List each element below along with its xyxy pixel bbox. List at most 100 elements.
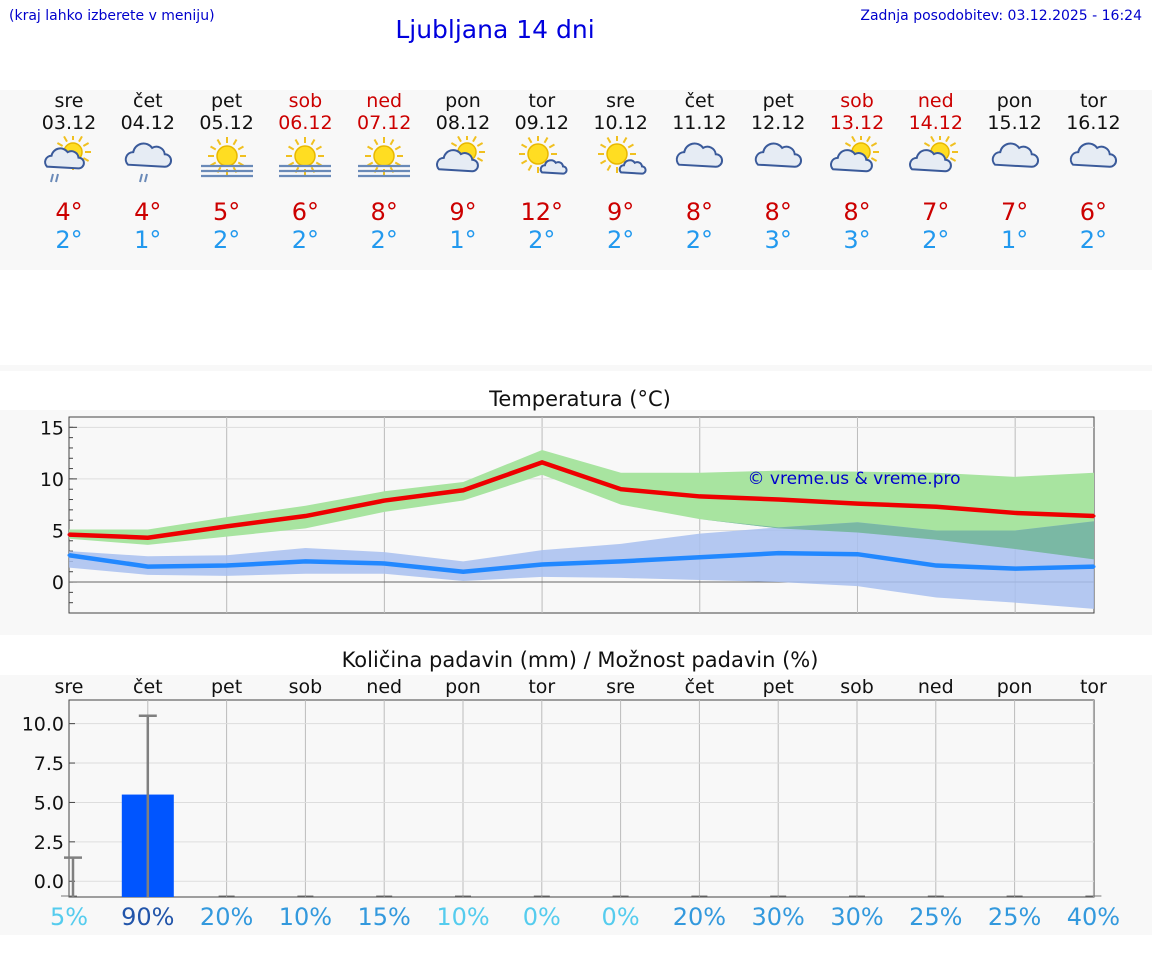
min-point xyxy=(1092,565,1096,569)
min-point xyxy=(67,553,71,557)
day-column: tor 16.12 6° 2° xyxy=(1054,90,1133,254)
day-name: pon xyxy=(996,90,1033,112)
location-hint: (kraj lahko izberete v meniju) xyxy=(9,8,215,24)
precipitation-probability: 5% xyxy=(49,903,89,931)
day-date: 04.12 xyxy=(120,112,175,134)
cloud-icon xyxy=(1054,136,1133,192)
max-temperature-line xyxy=(68,460,1095,540)
max-point xyxy=(540,460,544,464)
day-column: pet 12.12 8° 3° xyxy=(739,90,818,254)
precipitation-probability: 10% xyxy=(278,903,333,931)
category-label: čet xyxy=(133,676,163,698)
max-temperature: 9° xyxy=(606,198,635,226)
precipitation-chart: sre čet pet sob ned pon tor sre čet pet sob ned pon t… xyxy=(22,676,1107,898)
min-temperature: 2° xyxy=(685,226,714,254)
y-tick-label: 0 xyxy=(52,572,64,594)
max-temperature: 12° xyxy=(520,198,564,226)
day-column: sre 10.12 9° 2° xyxy=(581,90,660,254)
max-point xyxy=(67,533,71,537)
day-column: sob 13.12 8° 3° xyxy=(818,90,897,254)
y-tick-label: 7.5 xyxy=(34,753,64,775)
min-temperature: 2° xyxy=(55,226,83,254)
cloud-rain-icon xyxy=(108,136,187,192)
sun-cloud-icon xyxy=(818,136,897,192)
max-temperature: 4° xyxy=(134,198,162,226)
daily-forecast: sre 03.12 4° 2° čet 04.12 4° 1° pet 05.12 5° 2° sob 0… xyxy=(0,90,1152,270)
min-temperature: 2° xyxy=(606,226,635,254)
max-temperature: 5° xyxy=(212,198,241,226)
max-point xyxy=(304,514,308,518)
min-point xyxy=(540,563,544,567)
day-name: čet xyxy=(684,90,715,112)
sun-fog-icon xyxy=(266,136,345,192)
max-temperature: 8° xyxy=(685,198,714,226)
min-point xyxy=(461,570,465,574)
category-label: sre xyxy=(55,676,84,698)
day-name: sob xyxy=(840,90,874,112)
max-temperature: 8° xyxy=(843,198,871,226)
max-uncertainty-band xyxy=(69,450,1094,560)
max-temperature: 4° xyxy=(55,198,83,226)
max-temperature: 7° xyxy=(1000,198,1029,226)
precipitation-probability: 30% xyxy=(830,903,884,931)
category-label: sob xyxy=(840,676,874,698)
cloud-icon xyxy=(975,136,1054,192)
sun-small-cloud-icon xyxy=(502,136,581,192)
y-tick-label: 10 xyxy=(40,469,64,491)
separator-band xyxy=(0,365,1152,371)
precipitation-probability: 15% xyxy=(357,903,411,931)
page-title: Ljubljana 14 dni xyxy=(395,15,595,44)
max-temperature: 6° xyxy=(291,198,320,226)
day-column: pon 15.12 7° 1° xyxy=(975,90,1054,254)
forecast-band xyxy=(0,90,1152,270)
day-date: 03.12 xyxy=(41,112,97,134)
day-date: 08.12 xyxy=(435,112,491,134)
day-date: 06.12 xyxy=(278,112,333,134)
min-temperature: 2° xyxy=(1079,226,1108,254)
y-tick-label: 5.0 xyxy=(34,792,64,814)
last-updated: Zadnja posodobitev: 03.12.2025 - 16:24 xyxy=(860,8,1142,24)
temperature-chart: 0 5 10 15 © vreme.us & vreme.pro xyxy=(40,416,1096,614)
day-date: 10.12 xyxy=(593,112,648,134)
max-temperature: 8° xyxy=(764,198,792,226)
sun-cloud-icon xyxy=(424,136,503,192)
day-column: čet 04.12 4° 1° xyxy=(108,90,187,254)
day-column: ned 07.12 8° 2° xyxy=(345,90,424,254)
category-label: pet xyxy=(211,676,242,698)
day-date: 14.12 xyxy=(908,112,963,134)
precipitation-probability: 90% xyxy=(121,903,175,931)
day-column: čet 11.12 8° 2° xyxy=(660,90,739,254)
day-date: 05.12 xyxy=(199,112,254,134)
min-temperature: 2° xyxy=(291,226,320,254)
day-name: pon xyxy=(445,90,481,112)
min-point xyxy=(855,552,859,556)
category-label: ned xyxy=(366,676,402,698)
day-name: tor xyxy=(528,90,556,112)
sun-fog-icon xyxy=(345,136,424,192)
day-name: ned xyxy=(917,90,954,112)
precipitation-probability: 40% xyxy=(1066,903,1121,931)
sun-cloud-icon xyxy=(896,136,975,192)
category-label: pon xyxy=(445,676,481,698)
day-name: pet xyxy=(762,90,794,112)
cloud-icon xyxy=(739,136,818,192)
precipitation-probability: 25% xyxy=(909,903,963,931)
max-point xyxy=(461,488,465,492)
min-temperature: 1° xyxy=(1000,226,1029,254)
temperature-chart-title: Temperatura (°C) xyxy=(489,387,671,411)
category-label: tor xyxy=(1080,676,1107,698)
min-temperature: 2° xyxy=(528,226,556,254)
y-tick-label: 5 xyxy=(52,520,64,542)
day-date: 12.12 xyxy=(750,112,806,134)
max-point xyxy=(1013,511,1017,515)
precipitation-probability: 20% xyxy=(199,903,254,931)
max-point xyxy=(934,505,938,509)
category-label: pon xyxy=(997,676,1033,698)
max-point xyxy=(777,498,781,502)
category-label: čet xyxy=(685,676,715,698)
precipitation-probability: 30% xyxy=(751,903,805,931)
min-temperature: 1° xyxy=(449,226,477,254)
day-column: pon 08.12 9° 1° xyxy=(424,90,503,254)
cloud-icon xyxy=(660,136,739,192)
day-column: sre 03.12 4° 2° xyxy=(30,90,109,254)
